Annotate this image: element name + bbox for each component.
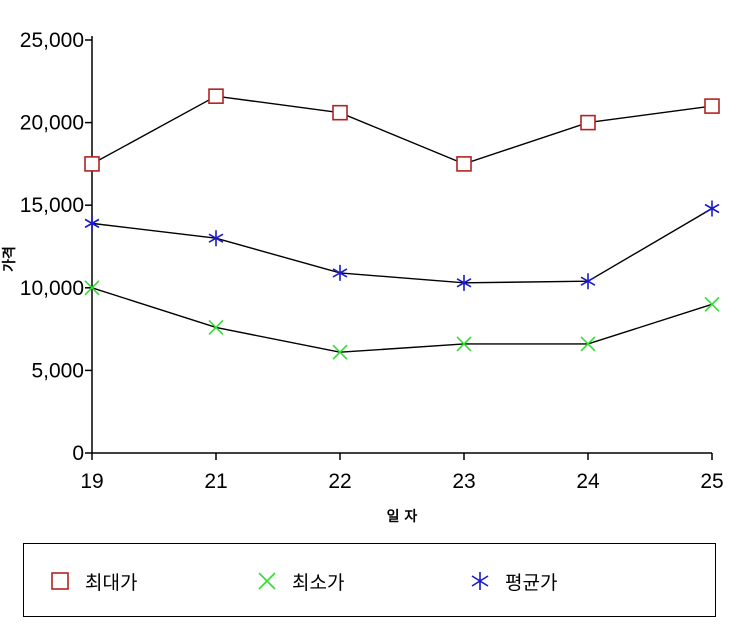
x-marker xyxy=(84,280,100,296)
square-marker xyxy=(704,98,720,114)
y-tick-label: 15,000 xyxy=(20,194,84,217)
series-line-2 xyxy=(91,207,713,284)
x-marker xyxy=(704,296,720,312)
x-axis-ticks: 19 21 22 23 24 25 xyxy=(80,453,724,493)
asterisk-marker xyxy=(84,215,100,232)
legend-item-avg: 평균가 xyxy=(469,544,557,618)
square-marker xyxy=(208,88,224,104)
x-tick-label: 24 xyxy=(576,470,600,493)
asterisk-marker xyxy=(208,230,224,247)
x-tick-label: 21 xyxy=(204,470,227,493)
x-tick-label: 19 xyxy=(80,470,103,493)
y-axis-ticks: 0 5,000 10,000 15,000 20,000 25,000 xyxy=(20,29,92,465)
legend: 최대가 최소가 평균가 xyxy=(23,543,716,617)
square-marker-icon xyxy=(51,572,69,590)
asterisk-marker xyxy=(456,274,472,291)
x-axis-title: 일 자 xyxy=(387,509,418,525)
legend-item-min: 최소가 xyxy=(256,544,344,618)
series-markers xyxy=(84,88,720,360)
square-marker xyxy=(84,156,100,172)
y-tick-label: 5,000 xyxy=(31,359,84,382)
series-line-1 xyxy=(91,287,713,353)
square-marker xyxy=(580,114,596,131)
x-tick-label: 25 xyxy=(700,470,723,493)
y-tick-label: 10,000 xyxy=(20,277,84,300)
chart-axes xyxy=(91,36,712,454)
y-tick-label: 20,000 xyxy=(20,112,84,135)
y-tick-label: 25,000 xyxy=(20,29,84,52)
x-marker xyxy=(332,344,348,360)
legend-label-avg: 평균가 xyxy=(505,571,558,594)
x-tick-label: 22 xyxy=(328,470,351,493)
series-line-0 xyxy=(91,95,713,165)
legend-label-max: 최대가 xyxy=(85,571,138,594)
square-marker xyxy=(332,104,348,121)
x-tick-label: 23 xyxy=(452,470,475,493)
asterisk-marker xyxy=(704,200,720,217)
line-chart: 0 5,000 10,000 15,000 20,000 25,000 19 21 22 23 2… xyxy=(1,29,724,525)
x-marker xyxy=(580,336,596,352)
x-marker xyxy=(456,336,472,352)
y-tick-label: 0 xyxy=(72,442,84,465)
asterisk-marker xyxy=(580,273,596,290)
legend-label-min: 최소가 xyxy=(292,571,345,594)
y-axis-title: 가격 xyxy=(1,246,18,272)
legend-item-max: 최대가 xyxy=(49,544,137,618)
x-marker xyxy=(208,319,224,336)
asterisk-marker-icon xyxy=(471,572,489,590)
series-lines xyxy=(91,95,713,353)
asterisk-marker xyxy=(332,264,348,281)
x-marker-icon xyxy=(258,572,276,590)
square-marker xyxy=(456,156,472,172)
